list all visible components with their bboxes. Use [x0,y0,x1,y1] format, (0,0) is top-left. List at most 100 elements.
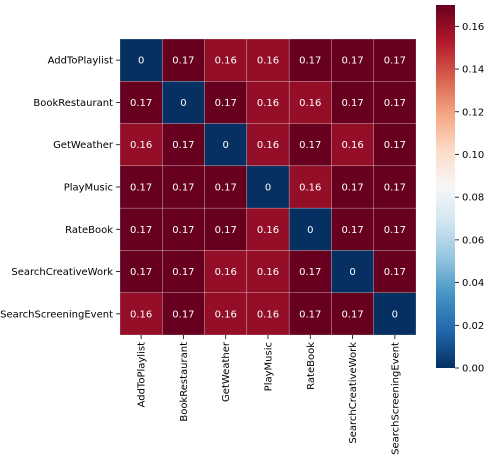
heatmap-cell-labels: 0 0.17 0.16 0.16 0.17 0.17 0.17 0.17 0 0.17 0.16 0.… [130,56,406,321]
colorbar-tick-label: 0.04 [462,278,484,289]
heatmap-cell [204,123,248,167]
cell-value-label: 0.17 [130,267,152,278]
heatmap-cell [331,165,374,209]
cell-value-label: 0.17 [299,140,321,151]
cell-value-label: 0 [180,98,186,109]
cell-value-label: 0.16 [299,98,321,109]
heatmap-cell [288,81,332,124]
cell-value-label: 0.17 [341,56,363,67]
y-tick-label: SearchCreativeWork [11,267,113,278]
heatmap-cell [246,38,290,82]
x-tick-label: GetWeather [221,341,232,402]
cell-value-label: 0.17 [299,267,321,278]
cell-value-label: 0.17 [172,309,194,320]
cell-value-label: 0.17 [172,267,194,278]
x-axis-ticks: AddToPlaylist BookRestaurant GetWeather Pla… [137,335,401,455]
cell-value-label: 0.16 [257,56,279,67]
cell-value-label: 0 [138,56,144,67]
colorbar-tick-label: 0.02 [462,321,484,332]
heatmap-cell [119,81,163,124]
heatmap-cell [162,165,205,209]
heatmap-cell [119,207,163,251]
colorbar-ticks: 0.00 0.02 0.04 0.06 0.08 0.10 0.12 0.14 0.16 [455,22,484,375]
heatmap-cell [373,207,417,251]
cell-value-label: 0.17 [299,309,321,320]
cell-value-label: 0.16 [257,309,279,320]
cell-value-label: 0.17 [172,56,194,67]
cell-value-label: 0.17 [215,98,237,109]
heatmap-cell [373,165,417,209]
heatmap-cell [204,81,248,124]
cell-value-label: 0.17 [215,183,237,194]
heatmap-cell [288,38,332,82]
heatmap-cell [331,292,374,336]
heatmap-cell [204,250,248,293]
heatmap-cell [373,250,417,293]
cell-value-label: 0.17 [172,183,194,194]
cell-value-label: 0 [349,267,355,278]
cell-value-label: 0.17 [341,98,363,109]
heatmap-cell [246,123,290,167]
cell-value-label: 0 [307,225,313,236]
y-tick-label: SearchScreeningEvent [0,309,113,320]
heatmap-cell [119,250,163,293]
x-tick-label: SearchCreativeWork [348,342,359,444]
heatmap-cell [162,38,205,82]
x-tick-label: BookRestaurant [179,342,190,422]
heatmap-cell [288,123,332,167]
heatmap-cell [373,81,417,124]
colorbar-tick-label: 0.14 [462,65,484,76]
heatmap-cell [331,123,374,167]
cell-value-label: 0.16 [215,56,237,67]
cell-value-label: 0 [223,140,229,151]
heatmap-cell [246,292,290,336]
cell-value-label: 0.16 [257,225,279,236]
heatmap-cell [373,292,417,336]
heatmap-cell [246,250,290,293]
colorbar: 0.00 0.02 0.04 0.06 0.08 0.10 0.12 0.14 0.16 [436,5,484,375]
cell-value-label: 0.17 [384,225,406,236]
heatmap-cell [162,123,205,167]
y-tick-label: RateBook [65,225,113,236]
heatmap-cell [119,123,163,167]
cell-value-label: 0.17 [384,98,406,109]
cell-value-label: 0.16 [215,309,237,320]
heatmap-cells [119,38,417,336]
x-tick-label: RateBook [306,342,317,390]
heatmap-cell [119,38,163,82]
cell-value-label: 0.16 [215,267,237,278]
colorbar-tick-label: 0.12 [462,107,484,118]
colorbar-tick-label: 0.06 [462,235,484,246]
heatmap-cell [119,292,163,336]
cell-value-label: 0.17 [215,225,237,236]
cell-value-label: 0.16 [257,140,279,151]
colorbar-gradient [436,5,455,368]
cell-value-label: 0.16 [257,267,279,278]
cell-value-label: 0.16 [299,183,321,194]
cell-value-label: 0.17 [341,225,363,236]
cell-value-label: 0.17 [341,309,363,320]
y-tick-label: AddToPlaylist [48,56,114,67]
x-tick-label: SearchScreeningEvent [390,342,401,455]
heatmap-cell [204,292,248,336]
cell-value-label: 0.17 [130,183,152,194]
cell-value-label: 0.16 [130,140,152,151]
heatmap-cell [119,165,163,209]
cell-value-label: 0.17 [299,56,321,67]
cell-value-label: 0.17 [172,225,194,236]
heatmap-cell [288,292,332,336]
y-tick-label: PlayMusic [64,183,113,194]
heatmap-cell [331,81,374,124]
colorbar-tick-label: 0.00 [462,364,484,375]
heatmap-cell [162,250,205,293]
cell-value-label: 0.17 [130,98,152,109]
cell-value-label: 0.17 [384,267,406,278]
colorbar-tick-label: 0.10 [462,150,484,161]
cell-value-label: 0 [265,183,271,194]
heatmap-cell [288,250,332,293]
cell-value-label: 0.17 [130,225,152,236]
cell-value-label: 0.17 [384,56,406,67]
heatmap-cell [246,165,290,209]
y-tick-label: BookRestaurant [33,98,113,109]
